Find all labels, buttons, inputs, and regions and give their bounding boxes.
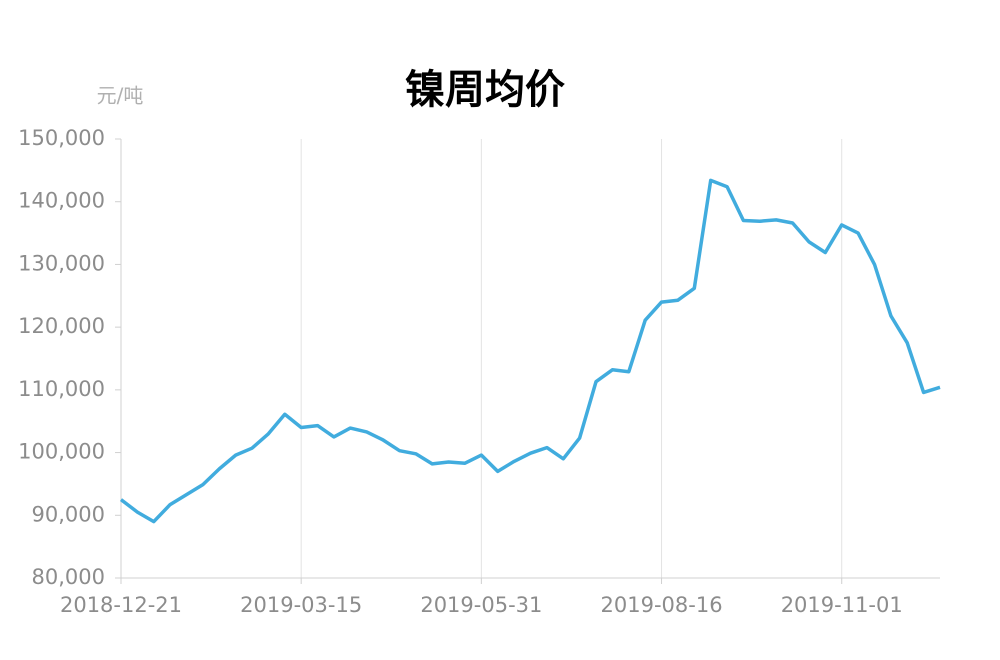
y-tick-label: 150,000	[18, 126, 105, 150]
x-tick-label: 2019-05-31	[420, 593, 542, 617]
x-tick-label: 2018-12-21	[60, 593, 182, 617]
y-tick-label: 140,000	[18, 189, 105, 213]
y-tick-label: 80,000	[32, 565, 105, 589]
data-line	[119, 178, 941, 524]
y-tick-label: 100,000	[18, 440, 105, 464]
y-axis-unit: 元/吨	[97, 84, 144, 108]
y-tick-label: 130,000	[18, 251, 105, 275]
y-tick-label: 90,000	[32, 502, 105, 526]
y-tick-label: 120,000	[18, 314, 105, 338]
y-tick-label: 110,000	[18, 377, 105, 401]
x-tick-label: 2019-03-15	[240, 593, 362, 617]
x-tick-label: 2019-11-01	[781, 593, 903, 617]
x-tick-label: 2019-08-16	[601, 593, 723, 617]
chart-title: 镍周均价	[405, 67, 565, 113]
